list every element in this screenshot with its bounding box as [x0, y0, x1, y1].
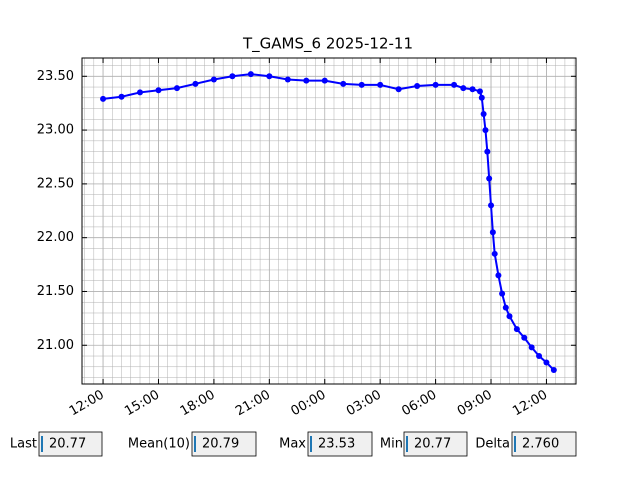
widget-label: Min — [380, 437, 403, 452]
data-point — [491, 250, 498, 257]
data-point — [484, 148, 491, 155]
widget-label: Last — [10, 437, 37, 452]
x-tick-label: 18:00 — [178, 388, 218, 420]
text-box-value[interactable]: 23.53 — [318, 437, 355, 452]
widget-label: Mean(10) — [128, 437, 190, 452]
data-point — [266, 73, 273, 80]
data-point — [100, 95, 107, 102]
data-point — [155, 87, 162, 94]
text-box[interactable] — [307, 431, 373, 457]
data-point — [495, 272, 502, 279]
data-point — [210, 76, 217, 83]
data-line — [102, 73, 555, 371]
data-point — [489, 229, 496, 236]
data-point — [321, 77, 328, 84]
x-tick-label: 00:00 — [289, 388, 329, 420]
text-box[interactable] — [403, 431, 468, 457]
text-box-value[interactable]: 20.79 — [202, 437, 239, 452]
data-point — [478, 94, 485, 101]
data-point — [377, 81, 384, 88]
data-point — [358, 81, 365, 88]
data-point — [499, 290, 506, 297]
data-point — [506, 313, 513, 320]
data-point — [521, 334, 528, 341]
text-box-value[interactable]: 20.77 — [49, 437, 86, 452]
data-point — [414, 82, 421, 89]
data-point — [284, 76, 291, 83]
x-tick-label: 15:00 — [122, 388, 162, 420]
data-point — [482, 127, 489, 134]
x-tick-label: 21:00 — [233, 388, 273, 420]
data-point — [303, 77, 310, 84]
text-box[interactable] — [191, 431, 257, 457]
data-point — [476, 88, 483, 95]
text-box[interactable] — [511, 431, 577, 457]
y-tick-label: 21.50 — [37, 284, 74, 299]
widget-label: Max — [279, 437, 306, 452]
data-point — [486, 175, 493, 182]
x-tick-label: 12:00 — [510, 388, 550, 420]
plot-frame — [81, 57, 577, 385]
data-point — [432, 81, 439, 88]
y-tick-label: 22.50 — [37, 176, 74, 191]
data-point — [488, 202, 495, 209]
data-point — [340, 80, 347, 87]
data-point — [536, 353, 543, 360]
data-point — [137, 89, 144, 96]
text-box[interactable] — [38, 431, 103, 457]
x-tick-label: 09:00 — [455, 388, 495, 420]
data-point — [528, 344, 535, 351]
x-tick-label: 06:00 — [399, 388, 439, 420]
y-tick-label: 22.00 — [37, 230, 74, 245]
data-point — [192, 80, 199, 87]
data-point — [469, 86, 476, 93]
data-point — [480, 110, 487, 117]
y-tick-label: 23.00 — [37, 123, 74, 138]
x-tick-label: 12:00 — [67, 388, 107, 420]
data-point — [513, 326, 520, 333]
data-point — [118, 93, 125, 100]
y-tick-label: 21.00 — [37, 338, 74, 353]
x-tick-label: 03:00 — [344, 388, 384, 420]
data-point — [451, 81, 458, 88]
data-point — [247, 71, 254, 78]
data-point — [460, 85, 467, 92]
data-point — [229, 73, 236, 80]
y-tick-label: 23.50 — [37, 69, 74, 84]
text-box-value[interactable]: 20.77 — [414, 437, 451, 452]
widget-label: Delta — [475, 437, 510, 452]
data-point — [543, 359, 550, 366]
data-point — [502, 304, 509, 311]
data-point — [173, 85, 180, 92]
data-point — [395, 86, 402, 93]
text-box-value[interactable]: 2.760 — [522, 437, 559, 452]
chart-title: T_GAMS_6 2025-12-11 — [242, 35, 413, 54]
data-point — [550, 367, 557, 374]
